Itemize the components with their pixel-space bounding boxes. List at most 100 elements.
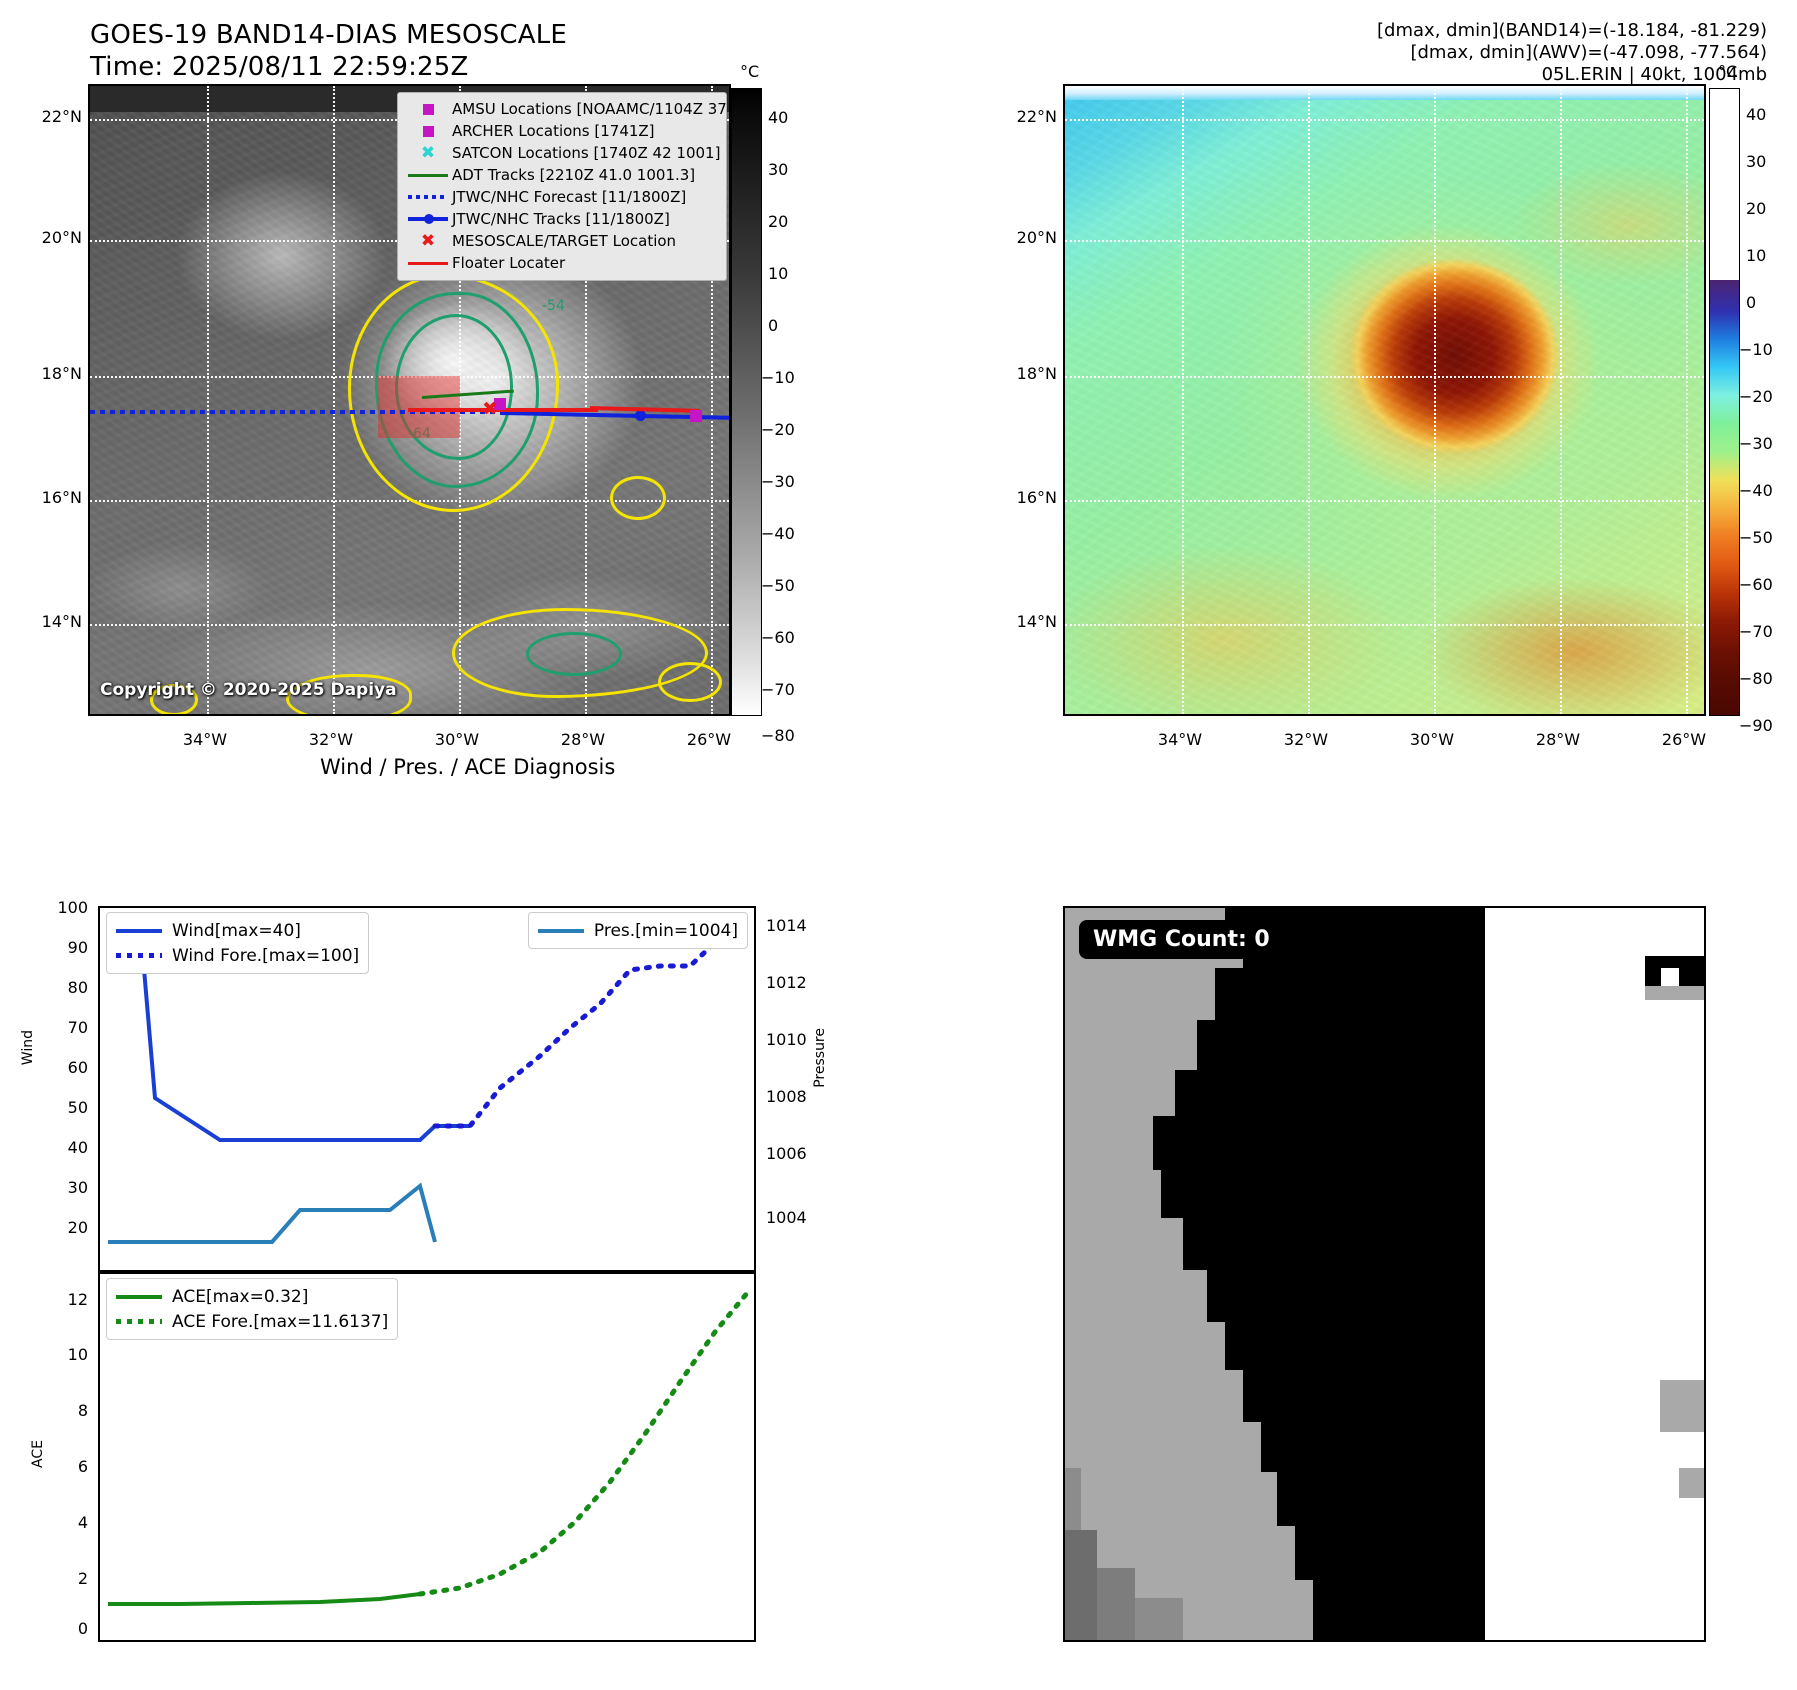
ir-ytick-14n: 14°N [41,612,82,631]
square-magenta-icon [404,103,452,115]
line-green-icon [404,173,452,177]
wmg-darkgray-patch-4 [1065,1468,1081,1530]
ir-cbtick-20: 20 [768,212,789,231]
ir-map-legend: AMSU Locations [NOAAMC/1104Z 37 999] ARC… [397,92,729,281]
line-teal-solid-icon [537,928,594,933]
wmg-black-region-b [1215,968,1485,1020]
wind-ytick-30: 30 [67,1178,88,1197]
ir-cbtick-0: 0 [768,316,779,335]
legend-item-amsu: AMSU Locations [NOAAMC/1104Z 37 999] [404,98,729,120]
ir-satellite-image[interactable]: -54 -64 ✖ Copyright © 2020-2025 Dapiya A… [88,84,731,716]
ir-cbtick-m30: −30 [761,472,795,491]
ir-xtick-32w: 32°W [308,730,354,749]
square-magenta-icon [404,125,452,137]
legend-label-floater: Floater Locater [452,254,566,272]
copyright-text: Copyright © 2020-2025 Dapiya [100,680,397,700]
gridline-lon-34w [207,86,209,714]
wmg-white-region-top [1485,908,1704,926]
wmg-white-region-a [1485,926,1704,956]
legend-label-jtwc-tracks: JTWC/NHC Tracks [11/1800Z] [452,210,670,228]
ir-xtick-28w: 28°W [560,730,606,749]
wind-axis-label: Wind [20,1030,36,1066]
ir-cbtick-40: 40 [768,108,789,127]
legend-label-satcon: SATCON Locations [1740Z 42 1001] [452,144,721,162]
awv-xtick-32w: 32°W [1283,730,1329,749]
ir-ytick-18n: 18°N [41,364,82,383]
wmg-mask-image[interactable]: WMG Count: 0 [1063,906,1706,1642]
awv-gridline-lat-20n [1065,240,1704,242]
ace-ytick-10: 10 [67,1345,88,1364]
legend-item-satcon: ✖ SATCON Locations [1740Z 42 1001] [404,142,721,164]
awv-cbtick-10: 10 [1746,246,1767,265]
legend-item-mesoscale-target: ✖ MESOSCALE/TARGET Location [404,230,720,252]
jtwc-nhc-forecast-track [90,410,520,414]
pressure-legend-label: Pres.[min=1004] [593,920,738,941]
awv-cbtick-m70: −70 [1739,622,1773,641]
wmg-black-region-c [1197,1020,1485,1070]
wmg-black-region-j [1243,1370,1485,1422]
legend-label-jtwc-forecast: JTWC/NHC Forecast [11/1800Z] [452,188,687,206]
ir-ytick-20n: 20°N [41,228,82,247]
contour-green-inner [395,314,513,460]
awv-xtick-26w: 26°W [1661,730,1707,749]
pressure-legend-item: Pres.[min=1004] [537,918,738,943]
ace-ytick-2: 2 [77,1569,88,1588]
ir-colorbar-gradient [731,88,762,716]
ir-cbtick-m50: −50 [761,576,795,595]
ir-ytick-16n: 16°N [41,488,82,507]
ir-xtick-34w: 34°W [182,730,228,749]
ir-ytick-22n: 22°N [41,107,82,126]
line-green-solid-icon [116,1294,172,1299]
awv-cbtick-30: 30 [1746,152,1767,171]
pres-ytick-1004: 1004 [766,1208,807,1227]
ir-cbtick-m40: −40 [761,524,795,543]
legend-label-archer: ARCHER Locations [1741Z] [452,122,655,140]
ace-chart[interactable]: ACE[max=0.32] ACE Fore.[max=11.6137] [98,1272,756,1642]
contour-yellow-blob-lower [452,608,708,698]
ir-cbtick-m80: −80 [761,726,795,745]
awv-cloud-field [1065,86,1704,714]
wind-legend-item-forecast: Wind Fore.[max=100] [116,943,359,968]
awv-gridline-lon-28w [1560,86,1562,714]
jtwc-track-point [635,410,646,421]
awv-cbtick-m60: −60 [1739,575,1773,594]
mesoscale-target-box [378,376,460,438]
awv-gridline-lon-30w [1434,86,1436,714]
contour-yellow-blob-right [610,476,666,520]
contour-yellow-blob-bottom [286,674,412,714]
ace-legend: ACE[max=0.32] ACE Fore.[max=11.6137] [106,1278,399,1340]
wind-pressure-chart[interactable]: Wind[max=40] Wind Fore.[max=100] Pres.[m… [98,906,756,1272]
ace-ytick-12: 12 [67,1290,88,1309]
contour-label-64: -64 [408,426,431,442]
pres-ytick-1012: 1012 [766,973,807,992]
line-red-icon [404,261,452,265]
header-dmax-awv: [dmax, dmin](AWV)=(-47.098, -77.564) [1410,42,1767,63]
ir-cbtick-m60: −60 [761,628,795,647]
ir-cbtick-10: 10 [768,264,789,283]
wind-ytick-80: 80 [67,978,88,997]
wmg-black-region-d [1175,1070,1485,1116]
ace-ytick-0: 0 [77,1619,88,1638]
mesoscale-target-x-icon: ✖ [482,398,498,420]
ace-legend-label-forecast: ACE Fore.[max=11.6137] [172,1311,389,1332]
ir-xtick-26w: 26°W [686,730,732,749]
awv-satellite-image[interactable] [1063,84,1706,716]
awv-cbtick-m20: −20 [1739,387,1773,406]
header-storm-summary: 05L.ERIN | 40kt, 1004mb [1541,64,1767,85]
legend-label-amsu: AMSU Locations [NOAAMC/1104Z 37 999] [452,100,729,118]
awv-ytick-14n: 14°N [1016,612,1057,631]
awv-ytick-16n: 16°N [1016,488,1057,507]
awv-cbtick-m50: −50 [1739,528,1773,547]
wind-ytick-100: 100 [57,898,88,917]
contour-green-main [375,292,539,488]
ir-cbtick-m70: −70 [761,680,795,699]
wind-legend: Wind[max=40] Wind Fore.[max=100] [106,912,370,974]
legend-label-adt: ADT Tracks [2210Z 41.0 1001.3] [452,166,696,184]
awv-gridline-lat-18n [1065,376,1704,378]
awv-gridline-lat-16n [1065,500,1704,502]
wind-legend-label-observed: Wind[max=40] [172,920,301,941]
wind-ytick-50: 50 [67,1098,88,1117]
legend-item-jtwc-forecast: JTWC/NHC Forecast [11/1800Z] [404,186,720,208]
wmg-gray-patch-right-1 [1660,1380,1704,1432]
amsu-location-marker [690,410,702,422]
